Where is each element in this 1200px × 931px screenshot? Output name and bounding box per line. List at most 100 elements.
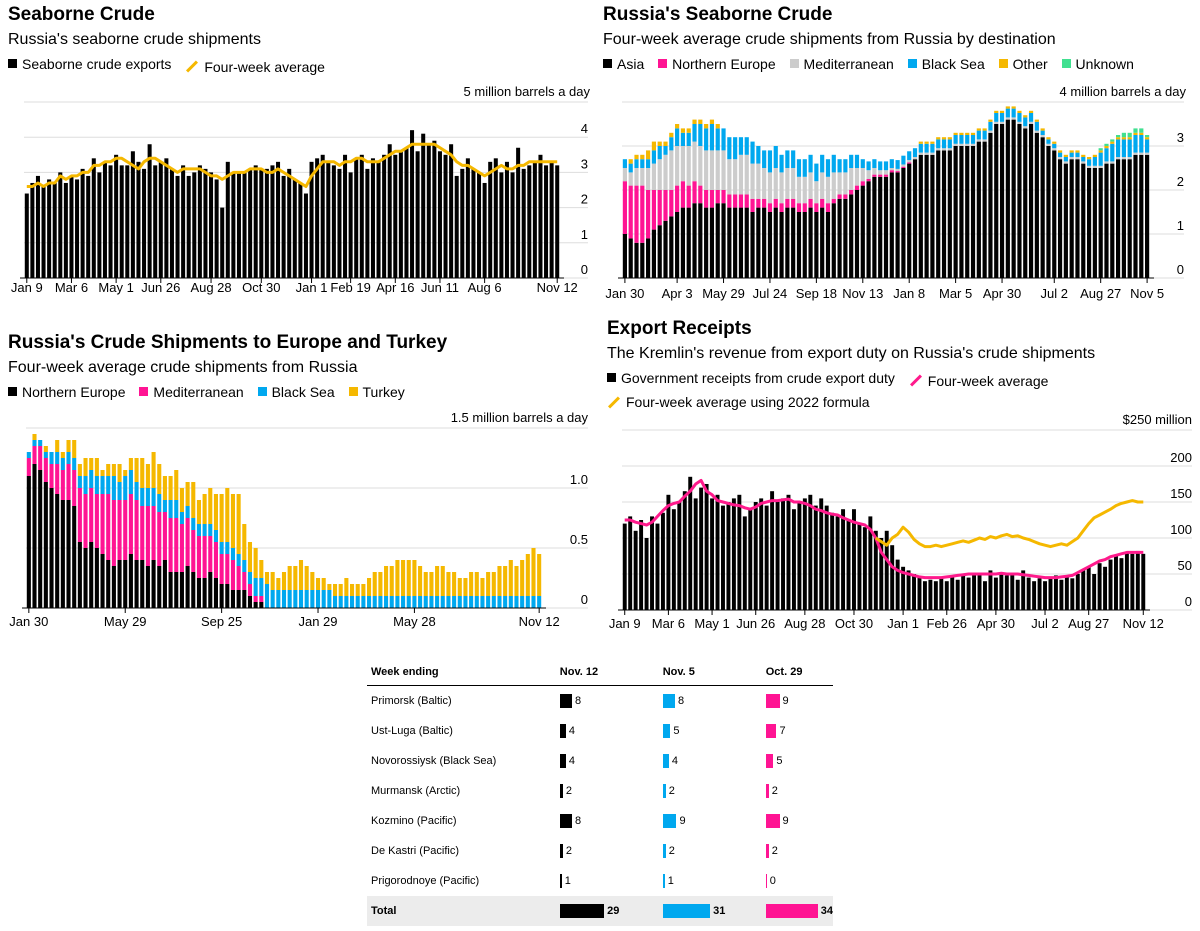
bar-segment bbox=[145, 566, 150, 608]
bar bbox=[130, 151, 135, 278]
bar-segment bbox=[38, 446, 43, 470]
bar bbox=[102, 161, 107, 278]
bar bbox=[30, 182, 35, 278]
bar bbox=[852, 509, 856, 610]
legend-item: Mediterranean bbox=[139, 383, 244, 401]
bar-segment bbox=[878, 174, 883, 177]
cell-bar: 8 bbox=[662, 694, 762, 708]
bar-segment bbox=[675, 124, 680, 129]
bar-segment bbox=[1017, 110, 1022, 113]
bar-segment bbox=[77, 476, 82, 488]
bar bbox=[209, 172, 214, 278]
bar-segment bbox=[889, 170, 894, 173]
value-bar bbox=[559, 874, 562, 888]
bar bbox=[504, 161, 509, 278]
cell-bar: 1 bbox=[662, 874, 762, 888]
y-tick-label: 2 bbox=[1177, 174, 1184, 189]
chart-title: Export Receipts bbox=[607, 318, 752, 339]
bar-segment bbox=[704, 190, 709, 208]
bar-segment bbox=[930, 141, 935, 144]
bar-segment bbox=[1063, 154, 1068, 157]
chart-subtitle: Four-week average crude shipments from R… bbox=[8, 359, 358, 376]
x-tick-label: Jun 11 bbox=[421, 280, 459, 295]
bar-segment bbox=[242, 524, 247, 560]
bar-segment bbox=[965, 135, 970, 144]
bar bbox=[1037, 578, 1042, 610]
bar-segment bbox=[930, 152, 935, 155]
chart-legend: Northern Europe Mediterranean Black Sea … bbox=[8, 382, 593, 401]
bar-segment bbox=[1057, 159, 1063, 278]
bar-segment bbox=[531, 548, 536, 596]
bar-segment bbox=[1081, 161, 1086, 164]
bar-segment bbox=[651, 150, 657, 164]
table-cell: 2 bbox=[762, 836, 833, 866]
value-label: 4 bbox=[568, 755, 576, 767]
bar-segment bbox=[315, 590, 321, 608]
bar-segment bbox=[49, 452, 54, 464]
bar bbox=[164, 158, 169, 278]
bar-segment bbox=[709, 124, 715, 151]
value-bar bbox=[662, 694, 675, 708]
bar-segment bbox=[738, 137, 744, 155]
bar-segment bbox=[1139, 128, 1144, 133]
bar-segment bbox=[854, 168, 860, 186]
bar-segment bbox=[791, 150, 796, 168]
chart-legend: Government receipts from crude export du… bbox=[607, 368, 1197, 411]
bar-segment bbox=[123, 560, 128, 608]
bar-segment bbox=[947, 150, 952, 278]
port-name: Primorsk (Baltic) bbox=[371, 695, 452, 707]
legend-item: Government receipts from crude export du… bbox=[607, 369, 895, 387]
bar-segment bbox=[151, 452, 156, 488]
bar bbox=[1026, 577, 1031, 610]
bar-segment bbox=[281, 590, 287, 608]
bar-segment bbox=[692, 124, 697, 142]
bar bbox=[835, 516, 840, 610]
bar-segment bbox=[680, 207, 686, 278]
legend-swatch bbox=[907, 59, 917, 68]
bar-segment bbox=[953, 132, 958, 135]
bar-segment bbox=[230, 560, 236, 590]
bar-segment bbox=[202, 578, 207, 608]
bar-segment bbox=[202, 524, 207, 536]
table-cell: 2 bbox=[556, 776, 659, 806]
bar-segment bbox=[837, 172, 842, 195]
bar-segment bbox=[185, 566, 190, 608]
bar bbox=[315, 158, 320, 278]
legend-item: Four-week average using 2022 formula bbox=[607, 393, 870, 411]
bar-segment bbox=[60, 500, 65, 608]
bar-segment bbox=[704, 150, 709, 190]
bar-segment bbox=[1098, 150, 1103, 153]
bar bbox=[944, 581, 949, 610]
bar-segment bbox=[168, 500, 173, 518]
bar-segment bbox=[663, 220, 668, 278]
bar bbox=[437, 151, 442, 278]
bar bbox=[532, 161, 537, 278]
bar-segment bbox=[1063, 163, 1068, 278]
bar-segment bbox=[327, 584, 332, 590]
bar-segment bbox=[1069, 150, 1074, 153]
bar-segment bbox=[457, 578, 462, 596]
bar bbox=[813, 505, 818, 610]
bar-segment bbox=[1098, 148, 1103, 151]
table-cell: 2 bbox=[659, 776, 762, 806]
bar bbox=[928, 579, 933, 610]
bar-segment bbox=[773, 168, 778, 199]
bar-segment bbox=[372, 572, 377, 596]
bar bbox=[742, 516, 747, 610]
cell-bar: 2 bbox=[662, 844, 762, 858]
bar bbox=[108, 165, 113, 278]
bar-segment bbox=[196, 536, 201, 578]
table-row: Murmansk (Arctic) 2 2 2 bbox=[367, 776, 833, 806]
value-bar bbox=[662, 904, 711, 918]
value-bar bbox=[559, 724, 566, 738]
legend-item: Four-week average bbox=[185, 58, 325, 76]
x-tick-label: Jul 2 bbox=[1041, 286, 1068, 301]
bar-segment bbox=[531, 596, 536, 608]
bar-segment bbox=[66, 440, 71, 452]
bar bbox=[1032, 581, 1037, 610]
port-name: Novorossiysk (Black Sea) bbox=[371, 755, 497, 767]
bar-segment bbox=[89, 542, 94, 608]
bar bbox=[1081, 570, 1086, 610]
bar-segment bbox=[692, 119, 697, 124]
bar-segment bbox=[310, 572, 315, 590]
